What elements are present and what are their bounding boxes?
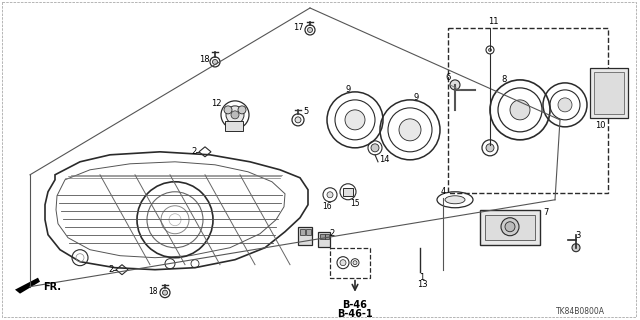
Circle shape [558, 98, 572, 112]
Text: B-46-1: B-46-1 [337, 308, 373, 319]
Circle shape [212, 60, 218, 64]
Text: 2: 2 [330, 229, 335, 238]
Circle shape [353, 261, 357, 265]
Bar [480, 210, 540, 245]
Text: FR.: FR. [43, 282, 61, 292]
Text: 1: 1 [419, 273, 424, 282]
Text: 9: 9 [346, 85, 351, 94]
Circle shape [371, 144, 379, 152]
Bar [306, 229, 311, 235]
Text: 15: 15 [350, 199, 360, 208]
Bar [318, 232, 330, 247]
Text: 18: 18 [148, 287, 157, 296]
Circle shape [340, 260, 346, 266]
Bar [320, 234, 325, 239]
Polygon shape [15, 278, 40, 294]
Text: TK84B0800A: TK84B0800A [556, 307, 605, 316]
Text: 3: 3 [575, 231, 580, 240]
Text: 2: 2 [191, 147, 196, 156]
Text: 10: 10 [595, 121, 605, 130]
Circle shape [345, 110, 365, 130]
Bar [300, 229, 305, 235]
Text: 16: 16 [322, 202, 332, 211]
Circle shape [327, 192, 333, 198]
Bar [343, 188, 353, 196]
Circle shape [572, 244, 580, 252]
Text: 5: 5 [303, 108, 308, 116]
Circle shape [224, 106, 232, 114]
Text: 9: 9 [413, 93, 419, 102]
Text: B-46: B-46 [342, 300, 367, 310]
Text: 11: 11 [488, 18, 499, 27]
Bar [590, 68, 628, 118]
Text: 13: 13 [417, 280, 428, 289]
Circle shape [501, 218, 519, 236]
Circle shape [231, 111, 239, 119]
Text: 18: 18 [198, 55, 209, 64]
Bar [448, 28, 608, 193]
Circle shape [295, 117, 301, 123]
Text: 4: 4 [440, 187, 445, 196]
Text: 6: 6 [445, 73, 451, 83]
Circle shape [238, 106, 246, 114]
Text: 2: 2 [108, 265, 114, 274]
Circle shape [307, 28, 312, 32]
Circle shape [163, 290, 168, 295]
Bar [594, 72, 624, 114]
Text: 14: 14 [379, 155, 389, 164]
Text: 17: 17 [292, 23, 303, 32]
Ellipse shape [445, 196, 465, 204]
Text: 8: 8 [501, 76, 507, 84]
Text: 12: 12 [211, 100, 221, 108]
Bar [325, 234, 329, 239]
Circle shape [510, 100, 530, 120]
Bar [298, 227, 312, 245]
Circle shape [450, 80, 460, 90]
Circle shape [399, 119, 421, 141]
Bar [330, 248, 370, 278]
Bar [485, 215, 535, 240]
Circle shape [505, 222, 515, 232]
Circle shape [488, 48, 492, 52]
Circle shape [226, 106, 244, 124]
Bar [225, 121, 243, 131]
Circle shape [486, 144, 494, 152]
Text: 7: 7 [543, 208, 548, 217]
